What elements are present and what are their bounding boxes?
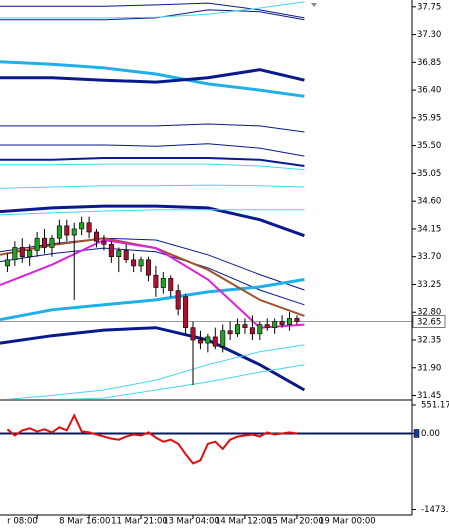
candle-body <box>249 327 255 335</box>
candle-body <box>227 330 233 335</box>
candle-body <box>205 336 211 344</box>
indicator-line <box>0 184 305 189</box>
candle-body <box>123 250 129 261</box>
indicator-line <box>0 123 305 133</box>
oscillator-line <box>6 413 298 465</box>
candle-body <box>19 247 25 257</box>
x-tick-label: 8 Mar 16:00 <box>59 517 110 527</box>
candle-body <box>138 259 144 267</box>
indicator-line <box>0 326 306 392</box>
candle-body <box>56 225 62 239</box>
indicator-line <box>0 163 305 171</box>
candle-body <box>190 327 196 341</box>
y-tick-label: 37.75 <box>417 2 441 12</box>
indicator-line <box>0 157 305 167</box>
candle-body <box>272 321 278 328</box>
candle-body <box>12 247 18 261</box>
candle-body <box>49 237 55 248</box>
candle-body <box>287 318 293 325</box>
y-tick-label: 35.50 <box>417 141 441 151</box>
candle-body <box>4 259 10 267</box>
y-tick-label: 32.35 <box>417 335 441 345</box>
y-tick-label: 31.90 <box>417 363 441 373</box>
candle-body <box>116 250 122 257</box>
x-tick-label: 19 Mar 00:00 <box>319 517 376 527</box>
indicator-line <box>0 209 305 216</box>
y-tick-label: 35.95 <box>417 113 441 123</box>
zero-marker <box>413 429 420 438</box>
y-tick-label: 34.60 <box>417 197 441 207</box>
candle-body <box>294 318 300 322</box>
candle-body <box>175 290 181 310</box>
candle-body <box>197 339 203 344</box>
current-price-box <box>412 314 446 328</box>
y-tick-label: 551.1767 <box>421 401 449 411</box>
candle-body <box>27 250 33 257</box>
x-tick-label: 13 Mar 04:00 <box>163 517 220 527</box>
candle-body <box>264 324 270 328</box>
candle-body <box>160 277 166 288</box>
candle-body <box>220 330 226 347</box>
candle-body <box>101 240 107 245</box>
y-tick-label: 33.25 <box>417 280 441 290</box>
candle-body <box>131 259 137 267</box>
candle-body <box>145 259 151 276</box>
indicator-line <box>0 204 305 238</box>
candle-body <box>153 274 159 288</box>
candle-body <box>242 324 248 328</box>
candle-body <box>235 324 241 335</box>
oscillator-pane <box>0 413 412 465</box>
indicator-line <box>0 9 305 21</box>
candle-body <box>257 324 263 335</box>
y-tick-label: 36.40 <box>417 86 441 96</box>
candle-body <box>279 321 285 325</box>
x-tick-label: 14 Mar 12:00 <box>215 517 272 527</box>
candle-body <box>183 296 189 328</box>
candle-body <box>34 237 40 251</box>
candle-body <box>64 225 70 236</box>
y-tick-label: 37.30 <box>417 30 441 40</box>
indicator-line <box>0 60 305 98</box>
candle-body <box>108 244 114 257</box>
y-tick-label: 32.80 <box>417 308 441 318</box>
y-tick-label: 35.05 <box>417 169 441 179</box>
candle-body <box>86 222 92 233</box>
y-tick-label: 36.85 <box>417 58 441 68</box>
x-tick-label: r 08:00 <box>7 517 38 527</box>
indicator-line <box>0 1 305 19</box>
indicator-line <box>62 364 305 399</box>
x-tick-label: 15 Mar 20:00 <box>267 517 324 527</box>
indicator-line <box>0 143 305 157</box>
indicator-line <box>0 2 305 19</box>
candle-body <box>71 228 77 236</box>
y-tick-label: 31.45 <box>417 391 441 401</box>
candle-body <box>168 277 174 291</box>
y-tick-label: 34.15 <box>417 224 441 234</box>
indicator-line <box>0 278 305 322</box>
indicator-line <box>4 344 305 399</box>
candle-body <box>212 336 218 347</box>
y-tick-label: 33.70 <box>417 252 441 262</box>
y-tick-label: 0.00 <box>421 429 440 439</box>
candle-body <box>94 231 100 242</box>
price-pane <box>0 1 412 399</box>
y-tick-label: -1473.96 <box>421 505 449 515</box>
candle-body <box>42 237 48 248</box>
shift-marker <box>311 3 317 7</box>
current-price-label: 32.65 <box>417 317 441 327</box>
candle-body <box>79 222 85 230</box>
indicator-line <box>0 68 305 84</box>
x-tick-label: 11 Mar 21:00 <box>111 517 168 527</box>
